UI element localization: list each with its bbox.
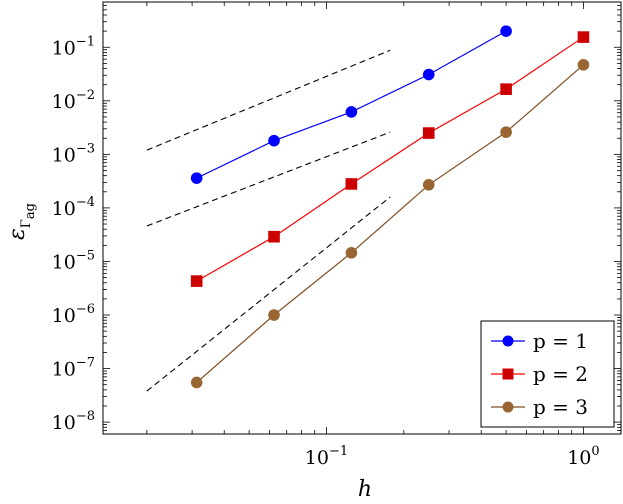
series-1: [190, 25, 512, 184]
reference-slope-line-3: [146, 196, 391, 392]
legend: p = 1 p = 2 p = 3: [480, 320, 615, 428]
data-point: [422, 68, 435, 81]
legend-entry-1: p = 1: [533, 329, 588, 353]
data-point: [345, 247, 358, 259]
data-point: [500, 83, 512, 95]
series-3: [190, 59, 590, 389]
legend-marker-2: [502, 368, 514, 380]
y-tick-label-1: 10−8: [52, 409, 95, 434]
legend-marker-1: [502, 335, 514, 347]
x-axis-label: h: [358, 477, 372, 502]
y-tick-label-4: 10−5: [52, 248, 95, 273]
data-point: [577, 31, 590, 43]
data-point: [268, 230, 280, 243]
y-tick-label-3: 10−6: [52, 302, 95, 327]
data-point: [345, 106, 358, 118]
data-point: [268, 309, 280, 321]
reference-slope-line-2: [146, 131, 391, 227]
y-tick-label-2: 10−7: [52, 356, 95, 381]
y-axis-label-main: ε: [5, 228, 30, 240]
x-tick-label-1: 10−1: [305, 444, 348, 469]
data-point: [500, 126, 512, 138]
series-line-1: [196, 30, 507, 179]
axis-ticks: [103, 2, 621, 435]
y-tick-label-5: 10−4: [52, 195, 95, 220]
y-tick-label-7: 10−2: [52, 88, 95, 113]
data-point: [190, 376, 203, 389]
y-tick-label-8: 10−1: [52, 34, 95, 59]
reference-lines: [146, 49, 391, 392]
data-point: [422, 127, 435, 139]
legend-entry-2: p = 2: [533, 362, 588, 386]
y-axis-label: εΓag: [5, 203, 38, 240]
legend-marker-3: [502, 401, 514, 413]
data-point: [500, 25, 512, 37]
data-point: [422, 179, 435, 191]
series-line-2: [196, 36, 584, 282]
reference-slope-line-1: [146, 49, 391, 151]
data-series: [190, 25, 590, 389]
data-point: [190, 275, 203, 287]
data-point: [268, 134, 280, 147]
y-axis-label-subsub: ag: [23, 203, 38, 219]
data-point: [577, 59, 590, 71]
data-point: [190, 172, 203, 184]
tick-labels: 10−1 100 10−8 10−7 10−6 10−5 10−4 10−3 10−2 10−1: [52, 34, 600, 469]
y-axis-label-sub: Γ: [19, 219, 34, 228]
y-tick-label-6: 10−3: [52, 141, 95, 166]
series-2: [190, 31, 590, 287]
series-line-3: [196, 64, 584, 383]
data-point: [345, 178, 358, 190]
plot-area-frame: [102, 1, 622, 435]
x-tick-label-2: 100: [567, 444, 599, 469]
svg-text:εΓag: εΓag: [5, 203, 38, 240]
legend-entry-3: p = 3: [533, 395, 588, 419]
